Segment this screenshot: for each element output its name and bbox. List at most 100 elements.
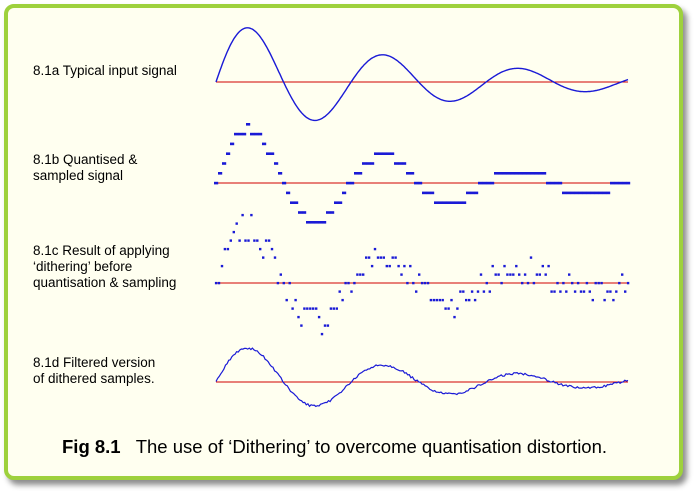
dithered-sample bbox=[288, 281, 291, 285]
quantised-sample bbox=[394, 162, 399, 165]
quantised-sample bbox=[574, 191, 579, 195]
dithered-sample bbox=[594, 281, 597, 285]
dithered-sample bbox=[468, 298, 471, 302]
quantised-sample bbox=[554, 181, 559, 185]
dithered-sample bbox=[226, 247, 230, 251]
quantised-sample bbox=[546, 181, 551, 185]
dithered-sample bbox=[447, 307, 450, 310]
dithered-sample bbox=[403, 264, 406, 268]
dithered-sample bbox=[285, 298, 288, 302]
quantised-sample bbox=[234, 132, 239, 136]
quantised-sample bbox=[482, 181, 487, 185]
quantised-sample bbox=[330, 211, 335, 214]
dithered-sample bbox=[367, 256, 371, 259]
quantised-sample bbox=[594, 191, 599, 195]
quantised-sample bbox=[590, 191, 595, 195]
quantised-sample bbox=[614, 181, 619, 185]
panel-a-plot bbox=[215, 27, 629, 122]
dithered-sample bbox=[459, 290, 462, 293]
quantised-sample bbox=[626, 181, 631, 185]
dithered-sample bbox=[465, 298, 468, 302]
quantised-sample bbox=[318, 221, 323, 224]
caption-number: Fig 8.1 bbox=[62, 436, 121, 457]
quantised-sample bbox=[230, 142, 235, 146]
dithered-sample bbox=[264, 239, 268, 242]
quantised-sample bbox=[462, 201, 467, 204]
dithered-sample bbox=[303, 307, 306, 310]
quantised-sample bbox=[238, 132, 243, 136]
panel-b-plot bbox=[214, 123, 631, 224]
dithered-sample bbox=[244, 239, 247, 242]
figure-caption: Fig 8.1 The use of ‘Dithering’ to overco… bbox=[62, 436, 607, 458]
dithered-sample bbox=[415, 290, 418, 293]
dithered-sample bbox=[624, 290, 627, 293]
dithered-sample bbox=[259, 247, 262, 251]
dithered-sample bbox=[550, 290, 553, 293]
quantised-sample bbox=[422, 191, 427, 195]
dithered-sample bbox=[262, 256, 265, 259]
quantised-sample bbox=[250, 132, 255, 136]
dithered-sample bbox=[482, 290, 486, 293]
dithered-sample bbox=[494, 273, 497, 276]
dithered-sample bbox=[450, 298, 453, 302]
dithered-sample bbox=[353, 281, 356, 285]
dithered-sample bbox=[562, 281, 565, 285]
quantised-sample bbox=[222, 162, 227, 165]
quantised-sample bbox=[454, 201, 459, 204]
dithered-sample bbox=[579, 290, 583, 293]
dithered-sample bbox=[547, 264, 550, 268]
dithered-sample bbox=[217, 281, 221, 285]
quantised-sample bbox=[610, 181, 615, 185]
dithered-sample bbox=[615, 290, 618, 293]
quantised-sample bbox=[458, 201, 463, 204]
quantised-sample bbox=[562, 191, 567, 195]
quantised-sample bbox=[346, 181, 351, 185]
quantised-sample bbox=[414, 181, 419, 185]
filtered-signal-curve bbox=[215, 347, 629, 408]
dithered-sample bbox=[356, 273, 359, 276]
dithered-sample bbox=[338, 290, 341, 293]
dithered-sample bbox=[423, 281, 427, 285]
quantised-sample bbox=[474, 191, 479, 195]
dithered-sample bbox=[479, 273, 483, 276]
dithered-sample bbox=[612, 298, 615, 302]
quantised-sample bbox=[374, 152, 379, 155]
dithered-sample bbox=[568, 273, 571, 276]
dithered-sample bbox=[379, 256, 383, 259]
dithered-sample bbox=[323, 324, 327, 327]
quantised-sample bbox=[470, 191, 475, 195]
quantised-sample bbox=[274, 162, 279, 165]
dithered-sample bbox=[497, 273, 500, 276]
dithered-sample bbox=[241, 213, 244, 217]
dithered-sample bbox=[329, 307, 333, 310]
quantised-sample bbox=[466, 191, 471, 195]
quantised-sample bbox=[570, 191, 575, 195]
quantised-sample bbox=[290, 201, 295, 204]
dithered-sample bbox=[609, 290, 612, 293]
quantised-sample bbox=[254, 132, 259, 136]
quantised-sample bbox=[322, 221, 327, 224]
dithered-sample bbox=[453, 315, 456, 319]
dithered-sample bbox=[503, 264, 506, 268]
dithered-sample bbox=[541, 264, 544, 268]
dithered-sample bbox=[515, 264, 518, 268]
panel-label-c: 8.1c Result of applying ‘dithering’ befo… bbox=[33, 243, 177, 290]
dithered-sample bbox=[606, 290, 609, 293]
dithered-sample bbox=[382, 256, 385, 259]
quantised-sample bbox=[498, 172, 503, 175]
dithered-sample bbox=[429, 298, 433, 302]
quantised-sample bbox=[518, 172, 523, 175]
quantised-sample bbox=[214, 181, 219, 185]
dithered-sample bbox=[462, 290, 465, 293]
dithered-sample bbox=[418, 273, 421, 276]
dithered-sample bbox=[335, 307, 338, 310]
dithered-sample bbox=[220, 264, 224, 268]
figure-frame bbox=[4, 4, 683, 480]
dithered-sample bbox=[276, 281, 280, 285]
quantised-sample bbox=[410, 172, 415, 175]
quantised-sample bbox=[622, 181, 627, 185]
dithered-sample bbox=[279, 273, 282, 276]
dithered-sample bbox=[362, 273, 365, 276]
quantised-sample bbox=[450, 201, 455, 204]
quantised-sample bbox=[434, 201, 439, 204]
